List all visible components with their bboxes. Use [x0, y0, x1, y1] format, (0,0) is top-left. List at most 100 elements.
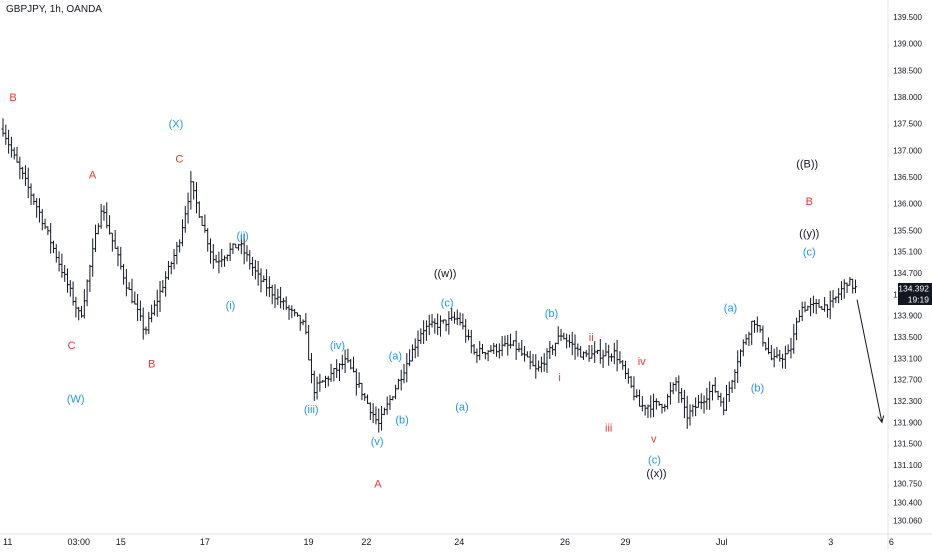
ohlc-bar	[677, 375, 681, 404]
ohlc-bar	[209, 238, 213, 264]
ohlc-bar	[71, 281, 75, 306]
ohlc-bar	[691, 404, 695, 417]
ohlc-bar	[646, 404, 650, 418]
ohlc-bar	[329, 363, 333, 382]
ohlc-bar	[755, 316, 759, 333]
ohlc-bar	[517, 342, 521, 353]
ohlc-bar	[657, 401, 661, 406]
ohlc-bar	[551, 344, 555, 355]
ohlc-bar	[511, 340, 515, 347]
ohlc-bar	[396, 378, 400, 390]
ohlc-bar	[660, 403, 664, 414]
ohlc-bar	[545, 348, 549, 373]
y-tick-label: 131.900	[893, 418, 922, 427]
ohlc-bar	[119, 246, 123, 270]
ohlc-bar	[354, 368, 358, 396]
ohlc-bar	[789, 337, 793, 359]
ohlc-bar	[820, 305, 824, 310]
y-tick-label: 132.700	[893, 376, 922, 385]
wave-label: (b)	[751, 383, 764, 395]
y-tick-label: 133.500	[893, 333, 922, 342]
ohlc-bar	[82, 289, 86, 319]
ohlc-bar	[4, 124, 8, 145]
ohlc-bar	[60, 253, 64, 278]
wave-label: ((y))	[799, 228, 819, 240]
ohlc-bar	[340, 354, 344, 370]
ohlc-bar	[537, 360, 541, 372]
ohlc-bar	[172, 248, 176, 270]
ohlc-bar	[654, 398, 658, 410]
wave-label: (iii)	[304, 404, 319, 416]
ohlc-bar	[587, 345, 591, 362]
y-tick-label: 134.700	[893, 269, 922, 278]
ohlc-bar	[486, 350, 490, 362]
wave-label: (a)	[455, 401, 468, 413]
ohlc-bar	[427, 314, 431, 336]
ohlc-bar	[349, 359, 353, 370]
ohlc-bars	[1, 118, 857, 433]
ohlc-bar	[338, 363, 341, 382]
ohlc-bar	[312, 370, 316, 401]
ohlc-bar	[18, 156, 22, 180]
ohlc-bar	[845, 282, 849, 294]
wave-label: (c)	[803, 247, 816, 259]
ohlc-bar	[290, 305, 294, 319]
ohlc-bar	[626, 368, 630, 384]
forecast-arrow-head	[877, 415, 885, 424]
wave-label: iii	[605, 423, 612, 435]
ohlc-bar	[598, 339, 602, 364]
price-tag-value: 134.392	[898, 284, 929, 294]
ohlc-bar	[775, 346, 779, 359]
y-tick-label: 130.060	[893, 516, 922, 525]
x-tick-label: 22	[361, 537, 371, 547]
x-tick-label: 3	[828, 537, 833, 547]
wave-label: C	[68, 340, 76, 352]
wave-label: (iv)	[330, 340, 345, 352]
ohlc-bar	[242, 233, 246, 265]
ohlc-bar	[91, 238, 95, 277]
price-tag-background	[898, 283, 932, 294]
ohlc-bar	[500, 335, 504, 357]
ohlc-bar	[607, 344, 611, 366]
ohlc-bar	[256, 261, 260, 286]
wave-label: A	[89, 169, 97, 181]
ohlc-bar	[228, 242, 232, 262]
ohlc-bar	[279, 286, 283, 309]
x-tick-label: 17	[200, 537, 210, 547]
ohlc-bar	[352, 356, 356, 373]
ohlc-bar	[556, 326, 560, 345]
y-tick-label: 136.000	[893, 200, 922, 209]
ohlc-bar	[49, 222, 53, 254]
ohlc-bar	[410, 344, 414, 362]
ohlc-bar	[110, 232, 114, 252]
ohlc-bar	[186, 192, 190, 224]
y-tick-label: 133.100	[893, 354, 922, 363]
ohlc-bar	[724, 384, 728, 411]
ohlc-bar	[43, 218, 47, 230]
countdown-value: 19:19	[908, 295, 930, 305]
ohlc-bar	[612, 342, 616, 365]
ohlc-bar	[469, 329, 473, 354]
ohlc-bar	[374, 406, 378, 425]
ohlc-bar	[32, 193, 36, 205]
wave-label: B	[806, 196, 813, 208]
ohlc-bar	[248, 250, 252, 270]
ohlc-bar	[590, 344, 594, 359]
ohlc-bar	[562, 332, 566, 340]
wave-label: (W)	[67, 393, 85, 405]
ohlc-bar	[803, 301, 807, 313]
y-tick-label: 136.500	[893, 173, 922, 182]
y-tick-label: 138.500	[893, 66, 922, 75]
ohlc-bar	[158, 280, 162, 313]
x-tick-label: Jul	[716, 537, 728, 547]
ohlc-bar	[136, 293, 140, 322]
ohlc-bar	[377, 408, 381, 433]
ohlc-bar	[722, 397, 726, 416]
ohlc-bar	[738, 349, 742, 367]
ohlc-bar	[455, 309, 459, 326]
ohlc-bar	[15, 146, 19, 163]
ohlc-bar	[197, 201, 201, 218]
ohlc-bar	[408, 349, 412, 367]
ohlc-bar	[335, 359, 339, 378]
